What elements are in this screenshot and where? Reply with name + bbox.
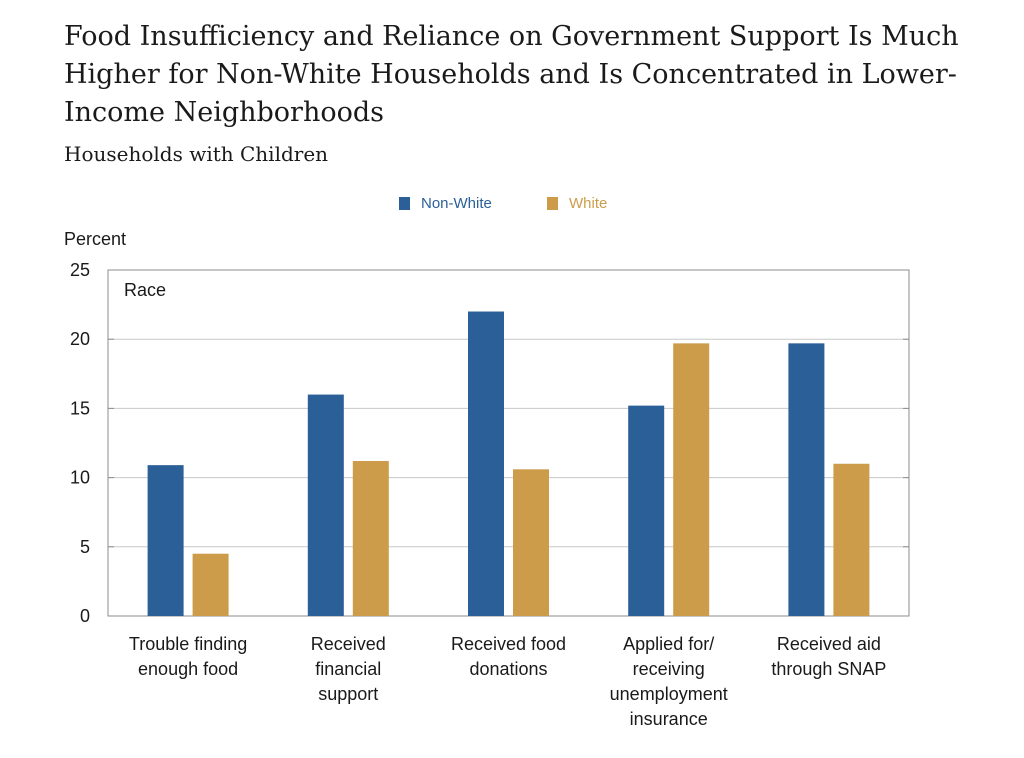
x-tick-label: Applied for/receiving unemployment insuran… <box>610 634 728 729</box>
gridlines <box>108 338 909 548</box>
bar-white <box>192 553 229 616</box>
legend-item-white: White <box>547 193 607 213</box>
x-tick-label: Received food donations <box>451 634 566 679</box>
legend-swatch-non-white <box>399 196 410 210</box>
y-tick-label: 20 <box>70 329 90 349</box>
bar-white <box>673 343 710 616</box>
legend-label-non-white: Non-White <box>421 194 492 212</box>
bar-white <box>352 460 389 616</box>
y-tick-label: 0 <box>80 606 90 626</box>
legend-item-non-white: Non-White <box>399 193 492 213</box>
y-tick-label: 5 <box>80 537 90 557</box>
x-tick-label: Trouble finding enough food <box>129 634 247 679</box>
legend-label-white: White <box>569 194 608 212</box>
chart-subtitle: Households with Children <box>64 142 329 166</box>
bar-non-white <box>307 394 344 616</box>
bar-non-white <box>147 465 184 616</box>
y-tick-label: 15 <box>70 398 90 418</box>
panel-label: Race <box>124 280 166 300</box>
bar-non-white <box>628 405 665 616</box>
x-tick-label: Received financial support <box>311 634 386 704</box>
y-tick-label: 10 <box>70 468 90 488</box>
y-tick-label: 25 <box>70 260 90 280</box>
bars <box>147 311 870 616</box>
plot-frame <box>107 269 910 617</box>
bar-non-white <box>468 311 504 616</box>
y-axis-ticks: 0 5 10 15 20 25 <box>70 260 909 626</box>
bar-white <box>833 463 870 616</box>
bar-white <box>513 469 549 616</box>
legend-swatch-white <box>547 196 558 210</box>
chart-title: Food Insufficiency and Reliance on Gover… <box>64 21 959 128</box>
x-tick-label: Received aid through SNAP <box>771 634 886 679</box>
x-axis-labels: Trouble finding enough food Received financ… <box>129 634 887 729</box>
y-axis-label: Percent <box>64 229 126 249</box>
bar-non-white <box>788 343 825 616</box>
